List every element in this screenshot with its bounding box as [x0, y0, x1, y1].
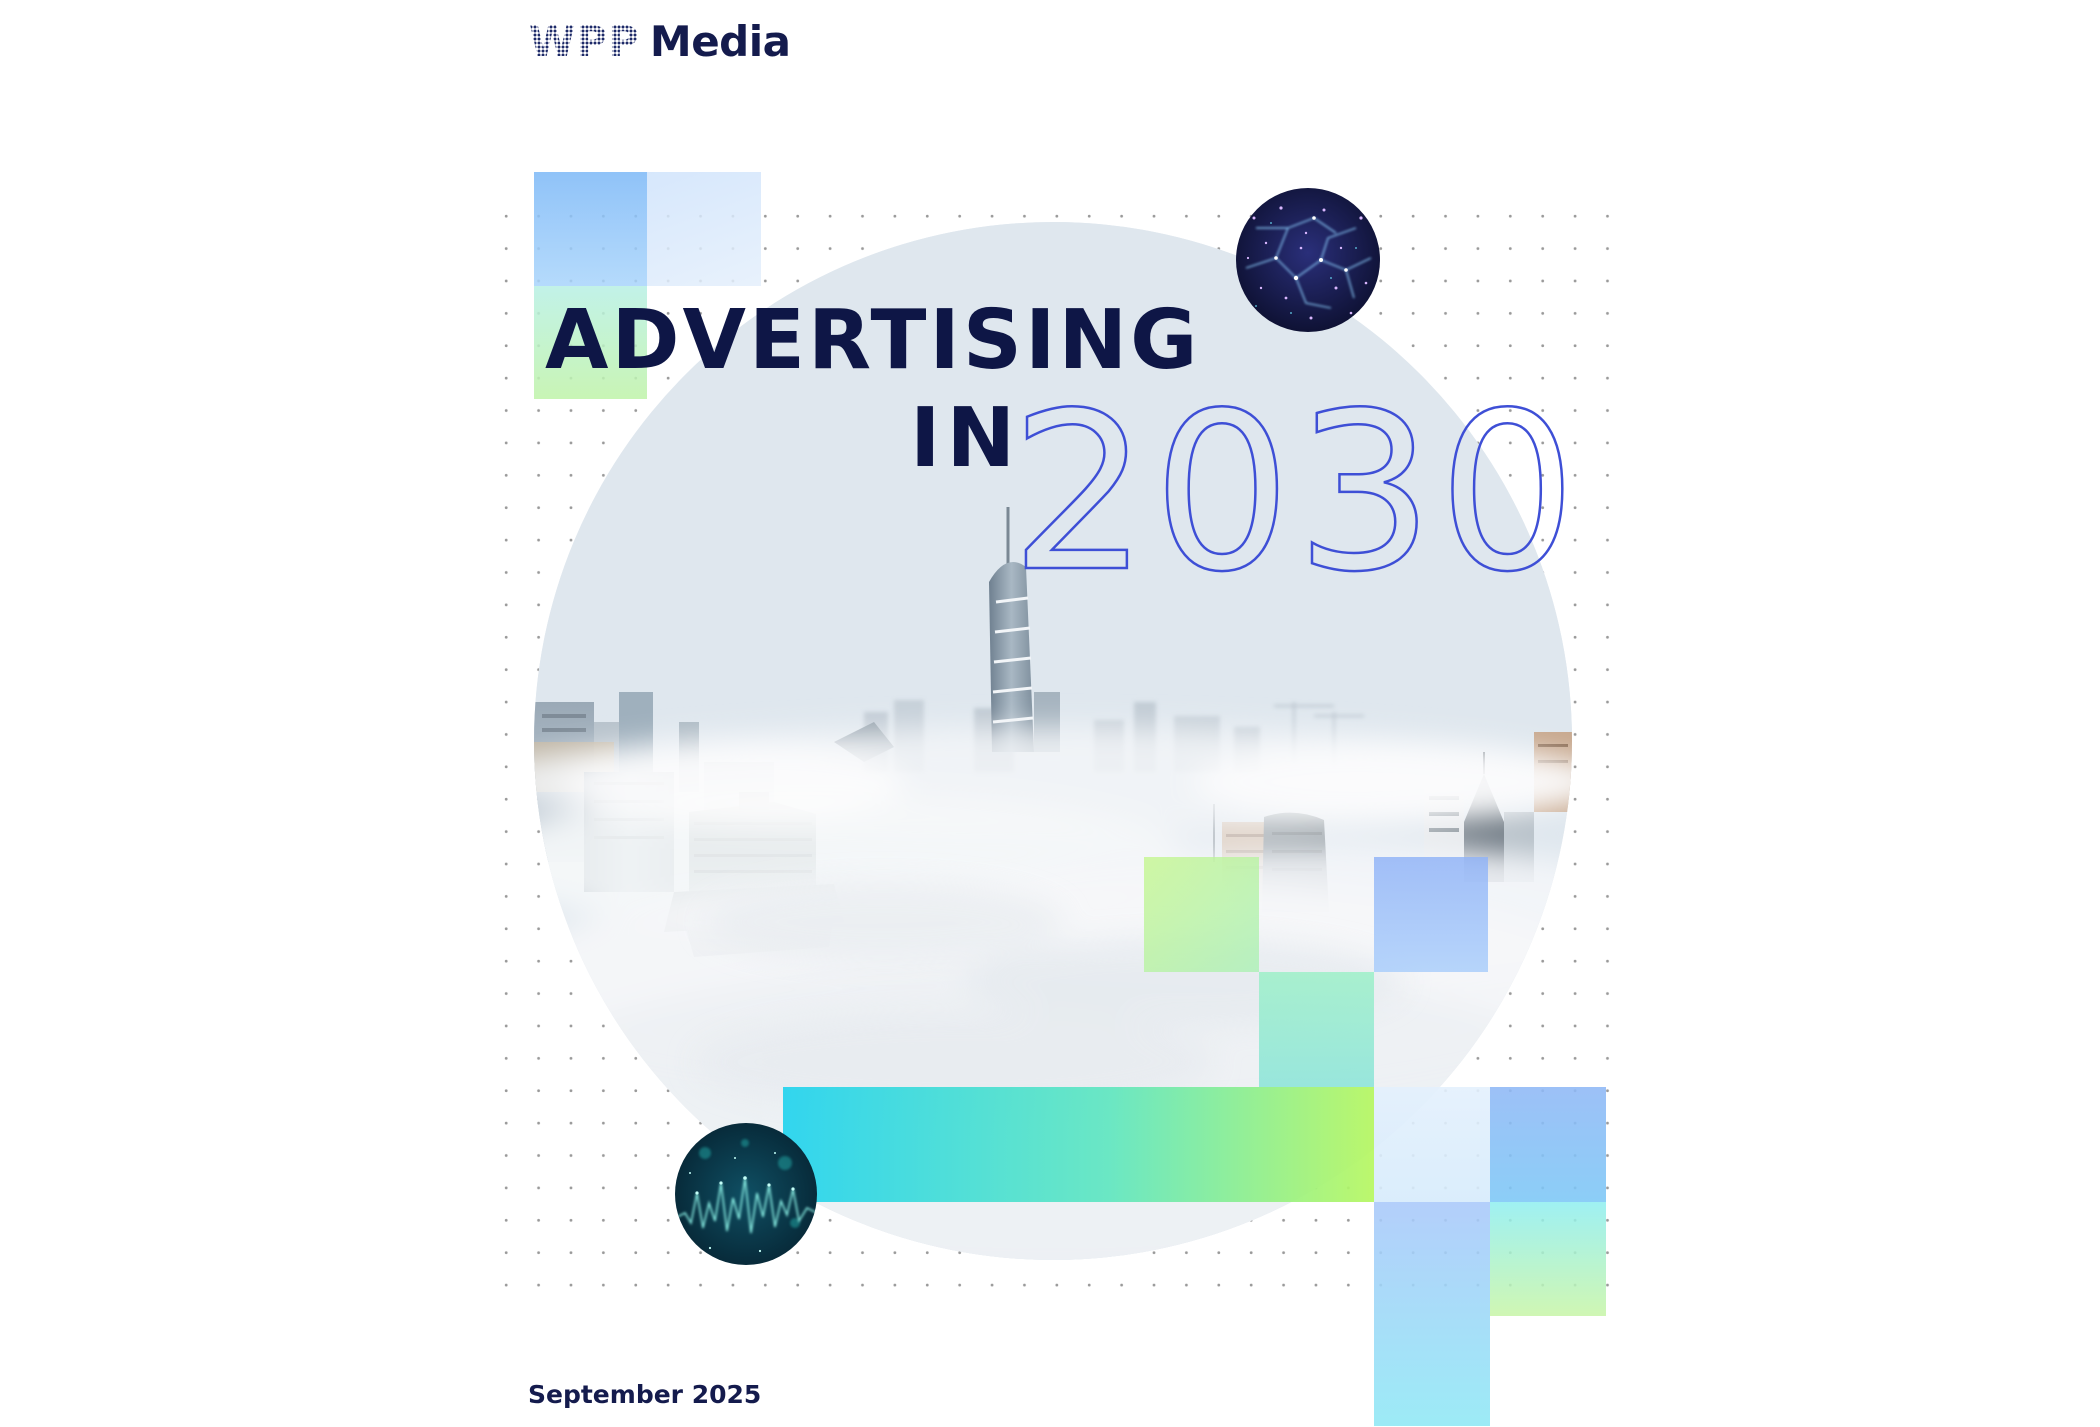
- title-year-outline: 2030: [1009, 367, 1581, 620]
- publication-date: September 2025: [528, 1380, 762, 1409]
- wpp-media-logo: WPP Media: [529, 16, 791, 66]
- gradient-block: [1490, 1087, 1606, 1202]
- logo-media-wordmark: Media: [649, 16, 791, 66]
- gradient-block: [1374, 857, 1488, 972]
- title-in: IN: [910, 391, 1022, 486]
- gradient-block: [1374, 1087, 1490, 1202]
- gradient-block: [647, 172, 761, 286]
- title-advertising: ADVERTISING: [545, 293, 1201, 388]
- gradient-block: [1259, 972, 1374, 1087]
- gradient-block: [534, 172, 647, 286]
- gradient-block: [534, 286, 647, 399]
- gradient-block: [1490, 1202, 1606, 1316]
- gradient-bar: [783, 1087, 1374, 1202]
- gradient-block: [1144, 857, 1259, 972]
- gradient-block: [1374, 1202, 1490, 1426]
- digital-waveform-particles-image: [675, 1123, 817, 1265]
- neural-network-particles-image: [1236, 188, 1380, 332]
- logo-wpp-wordmark: WPP: [529, 16, 640, 66]
